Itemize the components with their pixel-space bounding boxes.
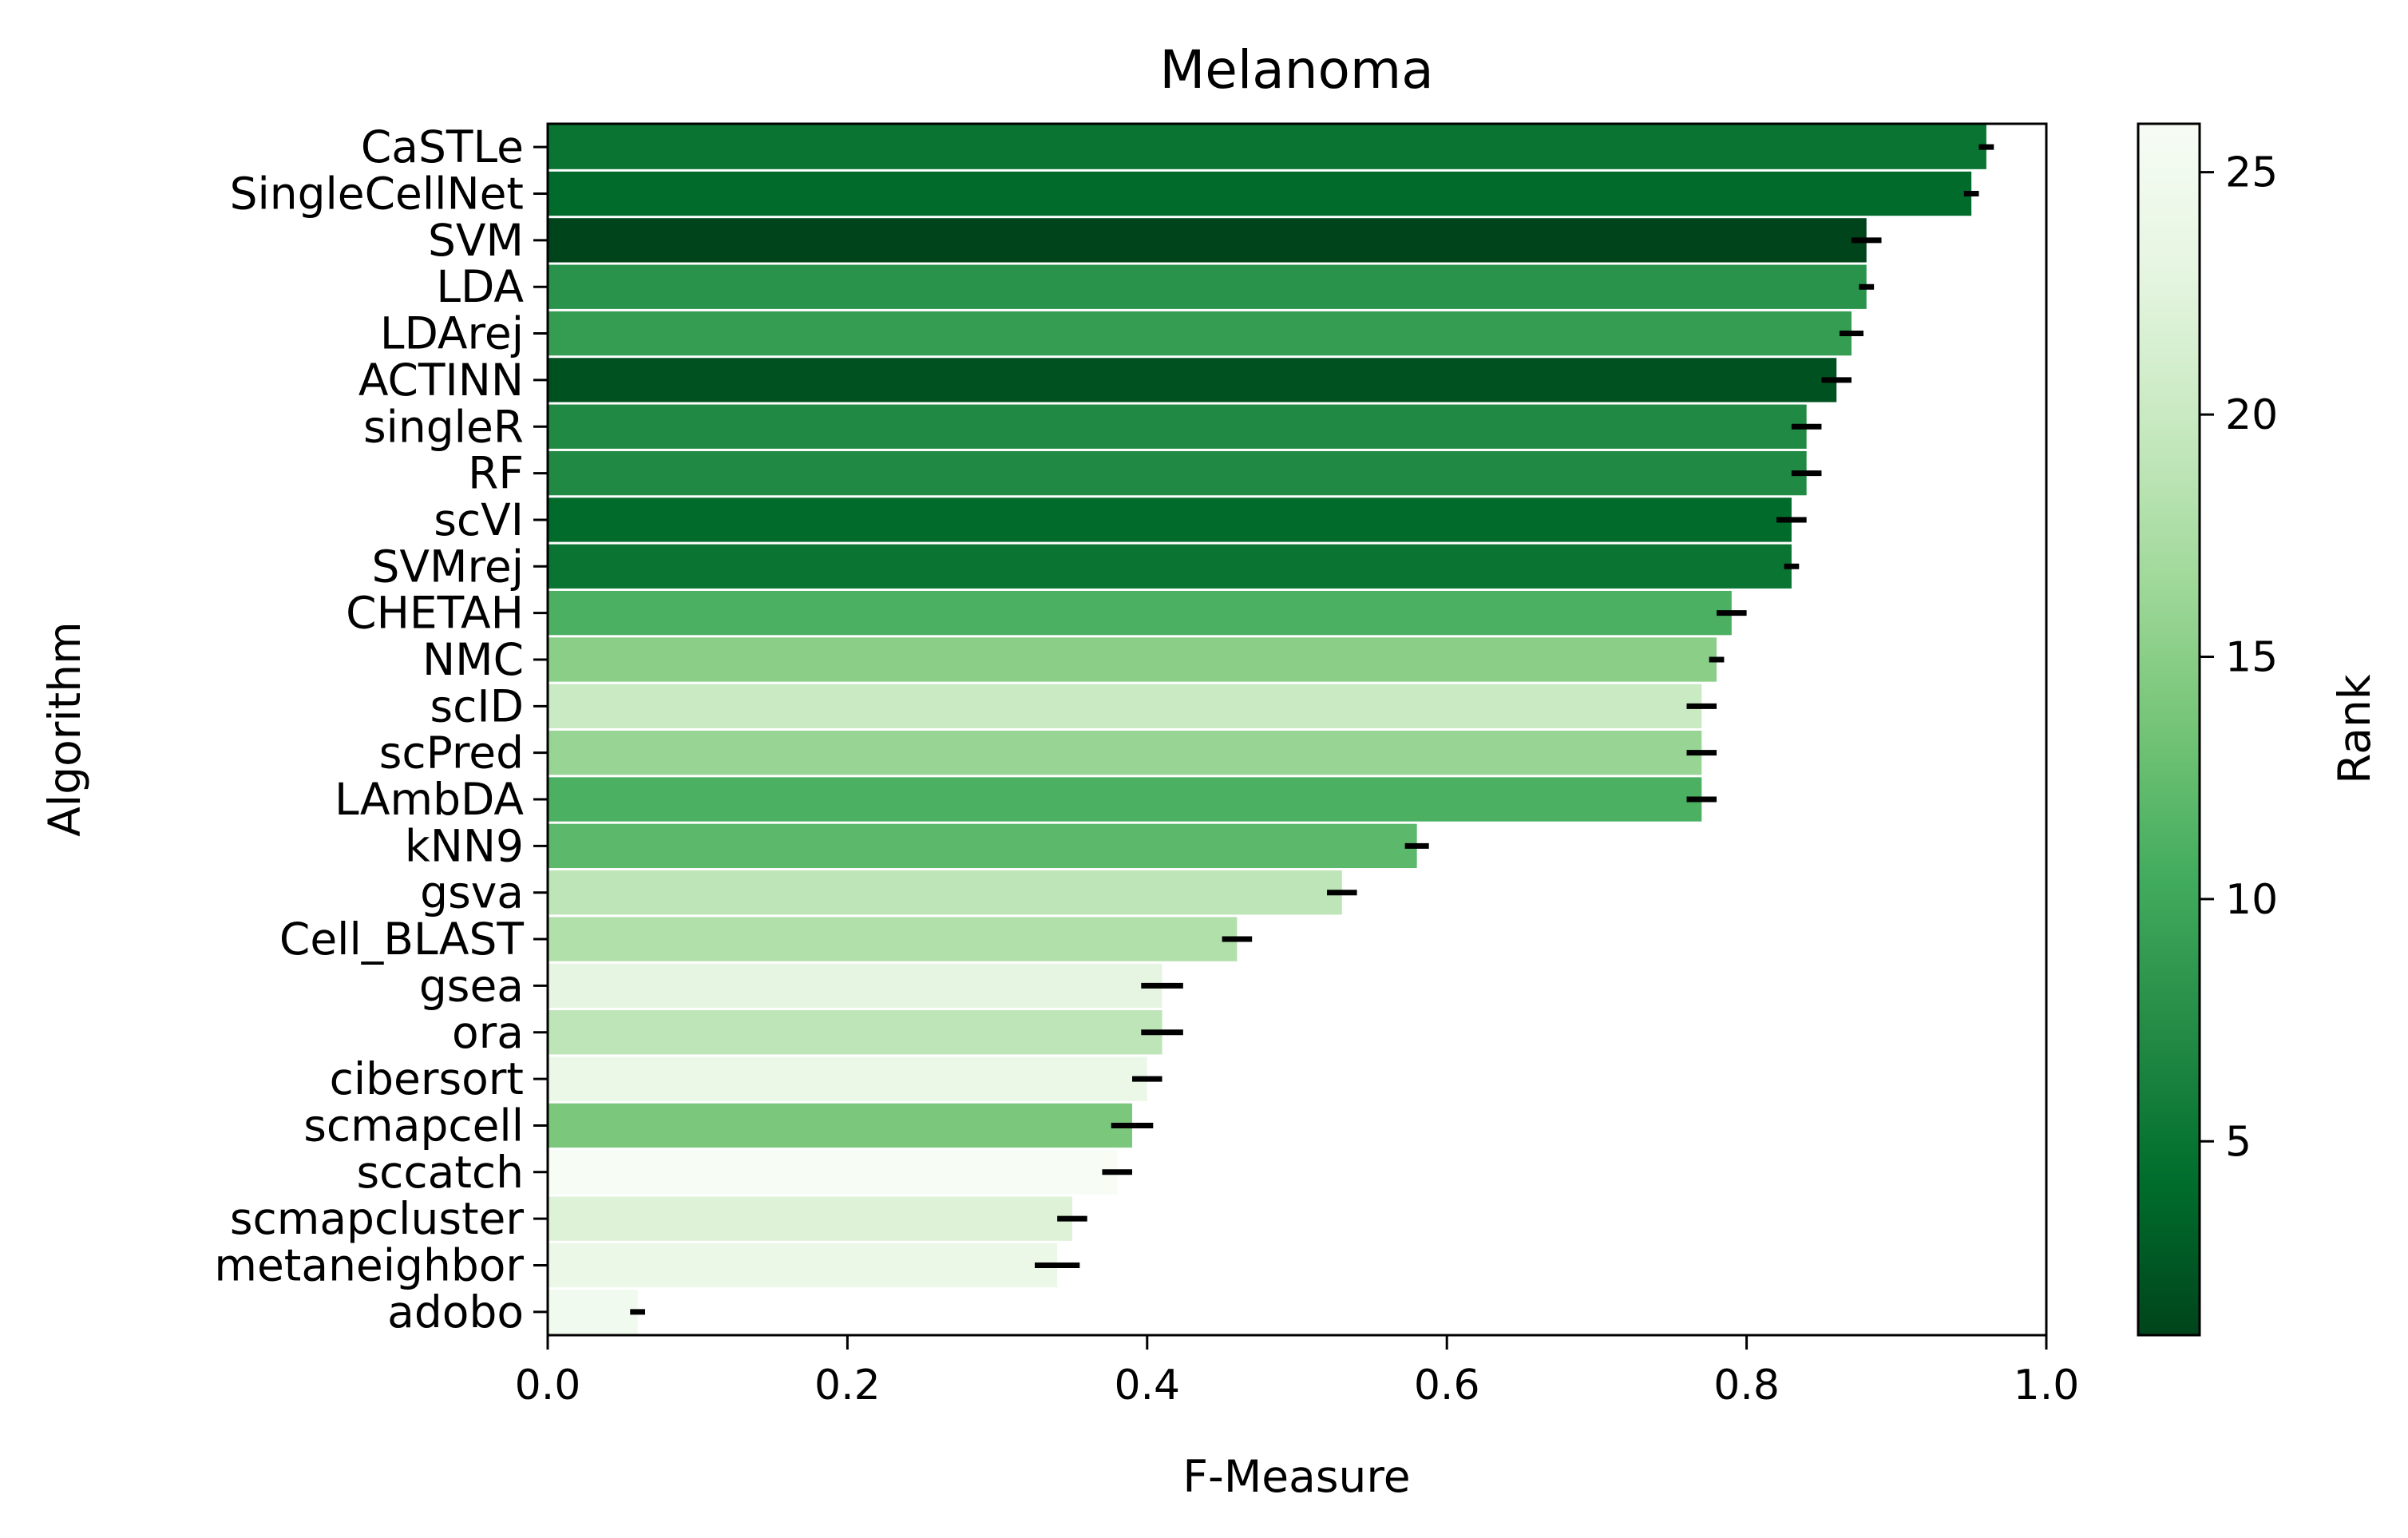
y-tick-label: Cell_BLAST (279, 914, 524, 965)
bar-gsva (548, 870, 1342, 915)
y-tick-label: LAmbDA (335, 774, 524, 825)
y-axis-ticks: CaSTLeSingleCellNetSVMLDALDArejACTINNsin… (214, 121, 548, 1338)
bar-singleR (548, 404, 1807, 449)
colorbar-tick-label: 5 (2225, 1118, 2252, 1166)
bar-kNN9 (548, 823, 1417, 869)
bar-CaSTLe (548, 125, 1986, 169)
bar-gsea (548, 963, 1162, 1009)
x-tick-label: 0.2 (814, 1362, 881, 1409)
y-tick-label: SingleCellNet (230, 168, 524, 220)
y-tick-label: SVMrej (371, 541, 524, 592)
bars-group (548, 125, 1986, 1334)
y-tick-label: cibersort (330, 1053, 524, 1104)
colorbar-tick-label: 20 (2225, 391, 2278, 439)
bar-scmapcluster (548, 1196, 1072, 1241)
y-tick-label: RF (468, 448, 524, 499)
bar-ora (548, 1010, 1162, 1055)
y-tick-label: singleR (363, 401, 524, 452)
colorbar-tick-label: 10 (2225, 876, 2278, 924)
bar-LAmbDA (548, 777, 1702, 822)
bar-scmapcell (548, 1103, 1133, 1148)
x-tick-label: 0.8 (1713, 1362, 1780, 1409)
y-tick-label: SVM (428, 215, 524, 266)
bar-SVMrej (548, 544, 1792, 589)
y-tick-label: ora (452, 1007, 524, 1058)
y-tick-label: metaneighbor (214, 1239, 524, 1290)
y-axis-label: Algorithm (39, 621, 90, 836)
y-tick-label: adobo (387, 1286, 524, 1338)
y-tick-label: scID (430, 680, 524, 731)
y-tick-label: kNN9 (405, 820, 524, 871)
y-tick-label: gsea (419, 960, 524, 1011)
y-tick-label: LDArej (380, 308, 524, 359)
x-tick-label: 0.4 (1114, 1362, 1180, 1409)
colorbar-label: Rank (2329, 674, 2380, 784)
y-tick-label: scPred (379, 727, 524, 779)
colorbar (2137, 122, 2201, 1337)
y-tick-label: ACTINN (358, 355, 524, 406)
y-tick-label: NMC (422, 634, 524, 685)
y-tick-label: LDA (436, 261, 524, 312)
y-tick-label: CaSTLe (361, 121, 524, 172)
bar-metaneighbor (548, 1243, 1058, 1288)
x-tick-label: 0.0 (515, 1362, 581, 1409)
y-tick-label: scVI (434, 494, 524, 545)
y-tick-label: scmapcluster (230, 1193, 525, 1244)
chart-title: Melanoma (1159, 39, 1433, 101)
error-bars-group (630, 144, 1994, 1315)
x-tick-label: 1.0 (2014, 1362, 2080, 1409)
bar-CHETAH (548, 590, 1732, 636)
bar-sccatch (548, 1150, 1118, 1195)
bar-ACTINN (548, 358, 1837, 402)
bar-adobo (548, 1290, 638, 1334)
colorbar-ticks: 5 10 15 20 25 (2200, 149, 2278, 1166)
x-axis-ticks: 0.0 0.2 0.4 0.6 0.8 1.0 (515, 1335, 2080, 1409)
bar-scID (548, 684, 1702, 728)
bar-NMC (548, 637, 1717, 682)
bar-scPred (548, 731, 1702, 775)
y-tick-label: CHETAH (346, 588, 524, 639)
colorbar-tick-label: 15 (2225, 633, 2278, 681)
y-tick-label: gsva (420, 867, 524, 918)
plot-frame (546, 122, 2048, 1337)
bar-scVI (548, 497, 1792, 542)
bar-LDArej (548, 311, 1852, 356)
bar-cibersort (548, 1056, 1147, 1101)
bar-SingleCellNet (548, 171, 1972, 216)
x-tick-label: 0.6 (1414, 1362, 1480, 1409)
y-tick-label: sccatch (357, 1147, 525, 1198)
x-axis-label: F-Measure (1182, 1451, 1410, 1502)
bar-LDA (548, 264, 1867, 309)
colorbar-tick-label: 25 (2225, 149, 2278, 197)
y-tick-label: scmapcell (303, 1100, 524, 1151)
bar-SVM (548, 218, 1867, 263)
bar-Cell_BLAST (548, 917, 1238, 961)
bar-RF (548, 450, 1807, 496)
